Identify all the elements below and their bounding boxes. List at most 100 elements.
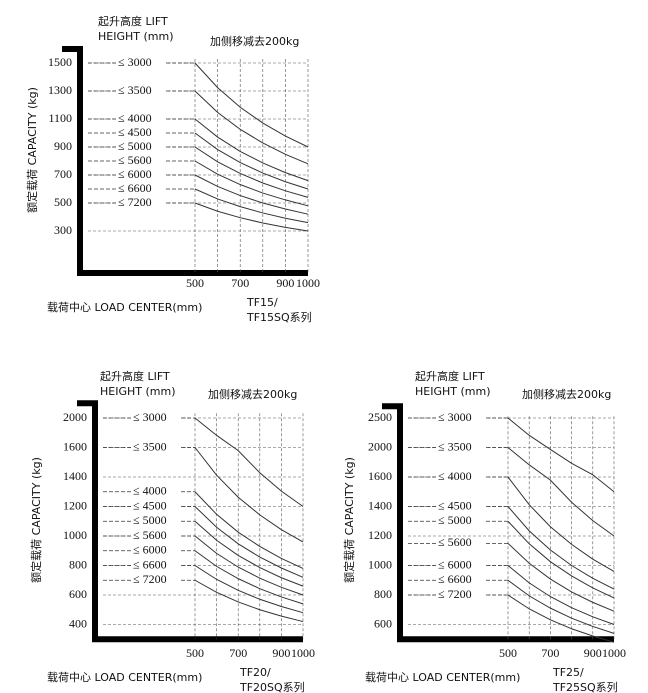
label-bg <box>116 57 166 69</box>
label-bg <box>436 471 486 483</box>
x-tick-label: 900 <box>584 646 602 660</box>
capacity-curve <box>194 447 304 543</box>
label-bg <box>436 515 486 528</box>
capacity-curve <box>194 132 309 190</box>
x-axis-label: 载荷中心 LOAD CENTER(mm) <box>47 301 202 314</box>
model-label: TF20/ <box>239 666 271 679</box>
y-tick-label: 400 <box>69 616 87 630</box>
label-bg <box>131 412 181 424</box>
capacity-curve <box>194 160 309 207</box>
model-label: TF15SQ系列 <box>246 310 312 324</box>
capacity-curve <box>507 476 615 572</box>
series-label: ≤ 6000 <box>438 557 472 571</box>
capacity-curve <box>507 447 615 537</box>
series-label: ≤ 4500 <box>118 125 152 139</box>
series-label: ≤ 3500 <box>133 439 167 453</box>
x-tick-label: 500 <box>186 646 204 660</box>
y-tick-label: 300 <box>54 223 72 237</box>
series-label: ≤ 6600 <box>133 557 167 571</box>
capacity-curve <box>194 491 304 569</box>
capacity-curve <box>507 594 615 643</box>
y-tick-label: 500 <box>54 195 72 209</box>
capacity-curve <box>194 520 304 587</box>
capacity-curve <box>194 174 309 215</box>
series-label: ≤ 3000 <box>133 410 167 424</box>
capacity-curve <box>194 417 304 507</box>
label-bg <box>436 500 486 513</box>
series-label: ≤ 4000 <box>118 111 152 125</box>
capacity-curve <box>194 62 309 148</box>
series-label: ≤ 7200 <box>133 572 167 586</box>
legend-title: HEIGHT (mm) <box>100 385 176 398</box>
series-label: ≤ 4500 <box>133 498 167 512</box>
series-label: ≤ 6600 <box>118 181 152 195</box>
series-label: ≤ 5600 <box>438 535 472 549</box>
x-tick-label: 700 <box>231 276 249 290</box>
y-tick-label: 1600 <box>63 439 87 453</box>
model-label: TF20SQ系列 <box>239 680 305 693</box>
x-tick-label: 500 <box>499 646 517 660</box>
y-tick-label: 2000 <box>63 410 87 424</box>
x-tick-label: 900 <box>276 276 294 290</box>
capacity-curve <box>194 550 304 605</box>
series-label: ≤ 5000 <box>118 139 152 153</box>
label-bg <box>116 113 166 125</box>
y-tick-label: 1500 <box>48 55 72 69</box>
label-bg <box>116 169 166 181</box>
series-label: ≤ 5600 <box>133 528 167 542</box>
y-tick-label: 600 <box>69 587 87 601</box>
legend-title: 起升高度 LIFT <box>98 14 168 28</box>
x-tick-label: 900 <box>272 646 290 660</box>
label-bg <box>131 485 181 498</box>
model-label: TF25SQ系列 <box>552 680 618 693</box>
label-bg <box>131 500 181 513</box>
legend-title: HEIGHT (mm) <box>98 30 174 43</box>
x-tick-label: 1000 <box>296 276 320 290</box>
y-tick-label: 1600 <box>368 469 392 483</box>
y-tick-label: 700 <box>54 167 72 181</box>
capacity-curve <box>194 146 309 198</box>
label-bg <box>131 559 181 572</box>
x-tick-label: 700 <box>541 646 559 660</box>
y-tick-label: 800 <box>69 557 87 571</box>
series-label: ≤ 4000 <box>133 484 167 498</box>
y-axis-label: 额定载荷 CAPACITY (kg) <box>29 457 43 583</box>
y-tick-label: 1000 <box>63 528 87 542</box>
axis-frame <box>62 46 308 276</box>
capacity-curve <box>507 417 615 493</box>
series-label: ≤ 7200 <box>438 587 472 601</box>
label-bg <box>116 85 166 97</box>
capacity-curve <box>194 188 309 224</box>
series-label: ≤ 5000 <box>438 513 472 527</box>
capacity-curve <box>507 579 615 634</box>
annotation: 加侧移减去200kg <box>522 388 611 401</box>
series-label: ≤ 5000 <box>133 513 167 527</box>
y-tick-label: 2500 <box>368 410 392 424</box>
series-label: ≤ 3500 <box>118 83 152 97</box>
label-bg <box>131 515 181 528</box>
label-bg <box>116 183 166 195</box>
legend-title: 起升高度 LIFT <box>100 369 170 383</box>
x-axis-label: 载荷中心 LOAD CENTER(mm) <box>365 671 520 684</box>
label-bg <box>116 197 166 209</box>
label-bg <box>436 412 486 424</box>
series-label: ≤ 7200 <box>118 195 152 209</box>
capacity-curve <box>507 520 615 599</box>
axis-frame <box>77 400 303 643</box>
axis-frame <box>382 403 614 643</box>
capacity-curve <box>507 506 615 590</box>
y-tick-label: 800 <box>374 587 392 601</box>
capacity-curve <box>507 565 615 625</box>
label-bg <box>436 574 486 587</box>
capacity-curve <box>194 202 309 232</box>
label-bg <box>131 574 181 587</box>
series-label: ≤ 3000 <box>118 55 152 69</box>
label-bg <box>436 559 486 572</box>
label-bg <box>436 441 486 454</box>
label-bg <box>116 155 166 167</box>
series-label: ≤ 6600 <box>438 572 472 586</box>
y-tick-label: 2000 <box>368 439 392 453</box>
series-label: ≤ 4000 <box>438 469 472 483</box>
label-bg <box>131 530 181 542</box>
label-bg <box>436 589 486 601</box>
